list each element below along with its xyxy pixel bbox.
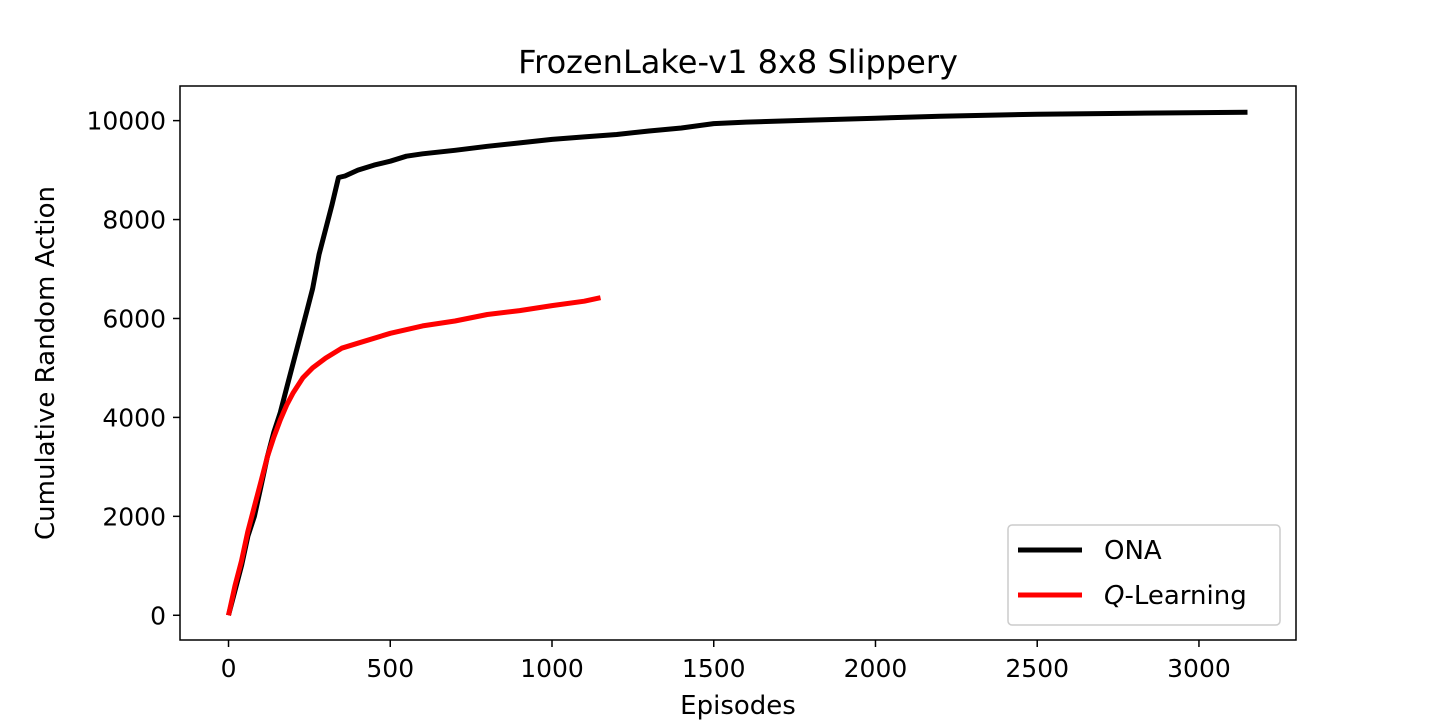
chart-title: FrozenLake-v1 8x8 Slippery (518, 43, 958, 81)
y-tick-label: 6000 (102, 304, 166, 333)
legend: ONA Q-Learning (1007, 524, 1281, 626)
legend-label-q-learning: Q-Learning (1104, 581, 1247, 611)
x-tick-label: 0 (221, 654, 237, 683)
x-axis: 0 500 1000 1500 2000 2500 3000 (221, 640, 1231, 683)
y-tick-label: 0 (150, 601, 166, 630)
x-tick-label: 1500 (682, 654, 746, 683)
x-axis-label: Episodes (680, 691, 796, 720)
series-line-q-learning (226, 295, 602, 616)
y-axis: 0 2000 4000 6000 8000 10000 (86, 107, 180, 630)
x-tick-label: 2000 (844, 654, 908, 683)
x-tick-label: 500 (366, 654, 414, 683)
y-tick-label: 2000 (102, 502, 166, 531)
y-axis-label: Cumulative Random Action (31, 186, 61, 540)
y-tick-label: 8000 (102, 206, 166, 235)
plot-frame (179, 85, 1297, 641)
y-tick-label: 10000 (86, 107, 166, 136)
y-tick-label: 4000 (102, 403, 166, 432)
x-tick-label: 1000 (520, 654, 584, 683)
legend-label-q-rest: -Learning (1124, 581, 1246, 611)
legend-label-q-italic: Q (1104, 581, 1124, 611)
series-layer (226, 109, 1248, 616)
legend-label-ona: ONA (1104, 536, 1162, 566)
x-tick-label: 2500 (1005, 654, 1069, 683)
x-tick-label: 3000 (1167, 654, 1231, 683)
